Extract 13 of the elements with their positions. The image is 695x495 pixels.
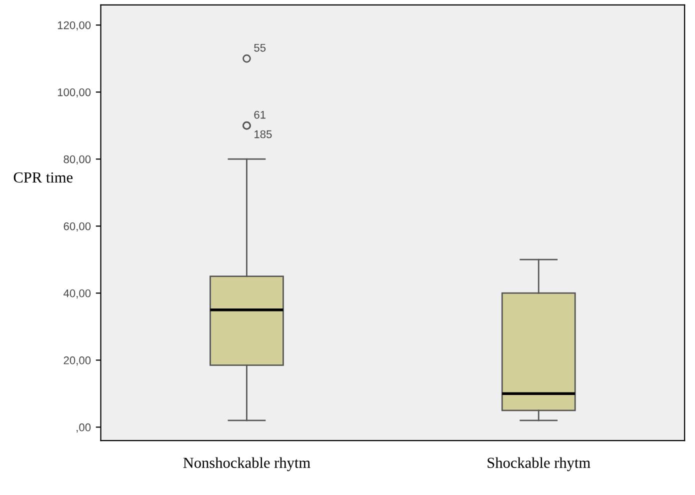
- x-tick-label: Shockable rhytm: [488, 457, 590, 472]
- y-tick-label: 40,00: [64, 289, 91, 299]
- y-tick-label: 120,00: [58, 21, 91, 31]
- y-tick-label: 20,00: [64, 356, 91, 366]
- y-tick-label: ,00: [76, 423, 91, 433]
- annotation: 61: [254, 110, 266, 119]
- y-tick-label: 100,00: [58, 88, 91, 98]
- y-tick-label: 60,00: [64, 222, 91, 232]
- x-tick-label: Nonshockable rhytm: [183, 457, 310, 472]
- annotation: 185: [254, 130, 272, 138]
- y-tick-label: 80,00: [64, 155, 91, 165]
- y-axis-title: CPR time: [14, 172, 73, 183]
- annotation: 55: [254, 44, 266, 52]
